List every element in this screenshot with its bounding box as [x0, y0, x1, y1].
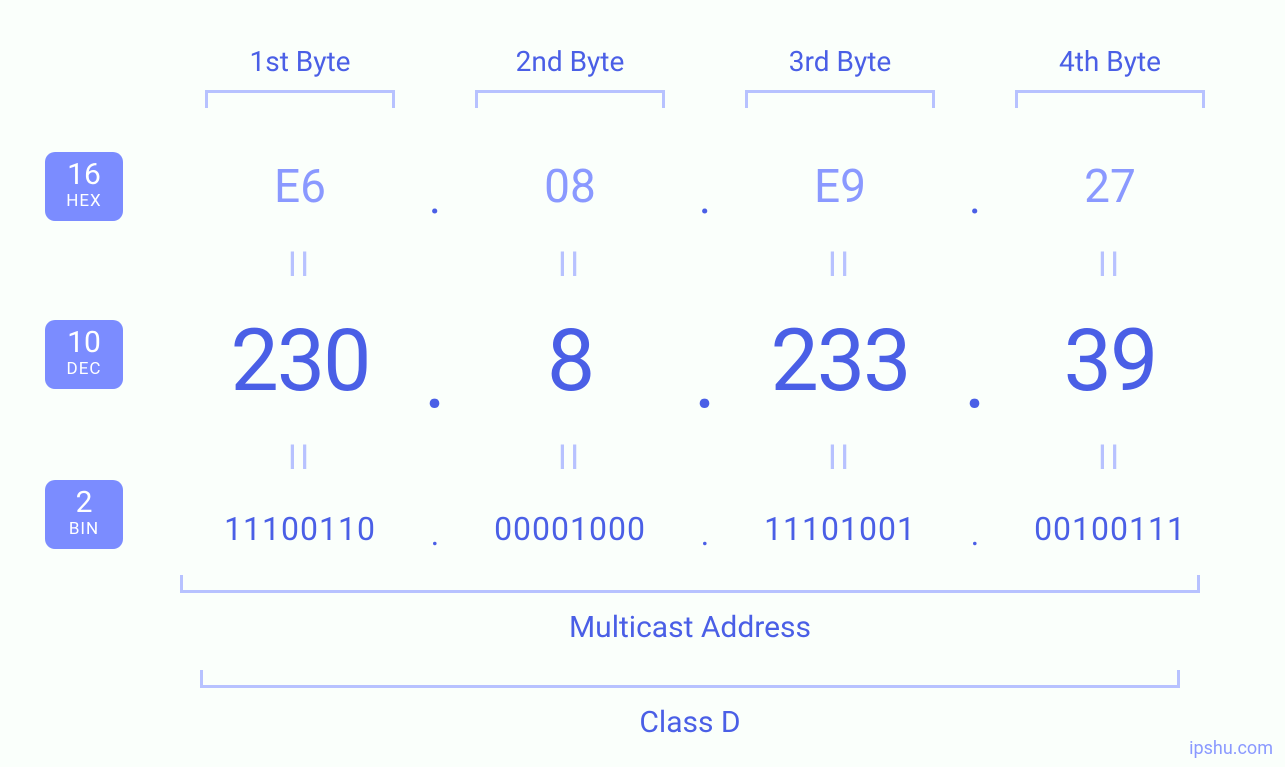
eq-hex-dec-3: II [828, 245, 853, 285]
dec-byte-2: 8 [547, 310, 593, 411]
bracket-byte-4 [1015, 90, 1205, 108]
eq-hex-dec-2: II [558, 245, 583, 285]
bracket-class [200, 670, 1180, 688]
dec-dot-2: . [694, 328, 717, 429]
dec-dot-3: . [964, 328, 987, 429]
badge-bin-label: BIN [45, 519, 123, 539]
bin-byte-4: 00100111 [1034, 510, 1186, 548]
badge-hex-label: HEX [45, 191, 123, 211]
hex-byte-3: E9 [814, 160, 866, 214]
byte-header-1: 1st Byte [250, 45, 351, 78]
badge-hex-base: 16 [45, 158, 123, 191]
label-class: Class D [639, 705, 740, 740]
watermark: ipshu.com [1189, 738, 1273, 759]
badge-dec-label: DEC [45, 359, 123, 379]
dec-byte-1: 230 [231, 310, 370, 411]
eq-hex-dec-1: II [288, 245, 313, 285]
bin-byte-3: 11101001 [764, 510, 916, 548]
hex-byte-2: 08 [544, 160, 596, 214]
hex-dot-2: . [699, 171, 711, 225]
bracket-byte-1 [205, 90, 395, 108]
dec-byte-4: 39 [1064, 310, 1157, 411]
dec-dot-1: . [424, 328, 447, 429]
bracket-multicast [180, 575, 1200, 593]
eq-dec-bin-3: II [828, 438, 853, 478]
eq-hex-dec-4: II [1098, 245, 1123, 285]
eq-dec-bin-1: II [288, 438, 313, 478]
badge-hex: 16 HEX [45, 152, 123, 221]
bin-dot-3: . [971, 515, 979, 553]
byte-header-2: 2nd Byte [516, 45, 625, 78]
hex-byte-4: 27 [1084, 160, 1136, 214]
ip-diagram: 1st Byte 2nd Byte 3rd Byte 4th Byte 16 H… [0, 0, 1285, 767]
bin-byte-1: 11100110 [224, 510, 376, 548]
bin-dot-1: . [431, 515, 439, 553]
hex-dot-1: . [429, 171, 441, 225]
eq-dec-bin-2: II [558, 438, 583, 478]
byte-header-4: 4th Byte [1059, 45, 1161, 78]
eq-dec-bin-4: II [1098, 438, 1123, 478]
badge-bin: 2 BIN [45, 480, 123, 549]
label-multicast: Multicast Address [569, 610, 811, 645]
badge-bin-base: 2 [45, 486, 123, 519]
bin-dot-2: . [701, 515, 709, 553]
byte-header-3: 3rd Byte [789, 45, 891, 78]
bracket-byte-2 [475, 90, 665, 108]
bracket-byte-3 [745, 90, 935, 108]
badge-dec: 10 DEC [45, 320, 123, 389]
hex-dot-3: . [969, 171, 981, 225]
bin-byte-2: 00001000 [494, 510, 646, 548]
badge-dec-base: 10 [45, 326, 123, 359]
dec-byte-3: 233 [771, 310, 910, 411]
hex-byte-1: E6 [274, 160, 326, 214]
